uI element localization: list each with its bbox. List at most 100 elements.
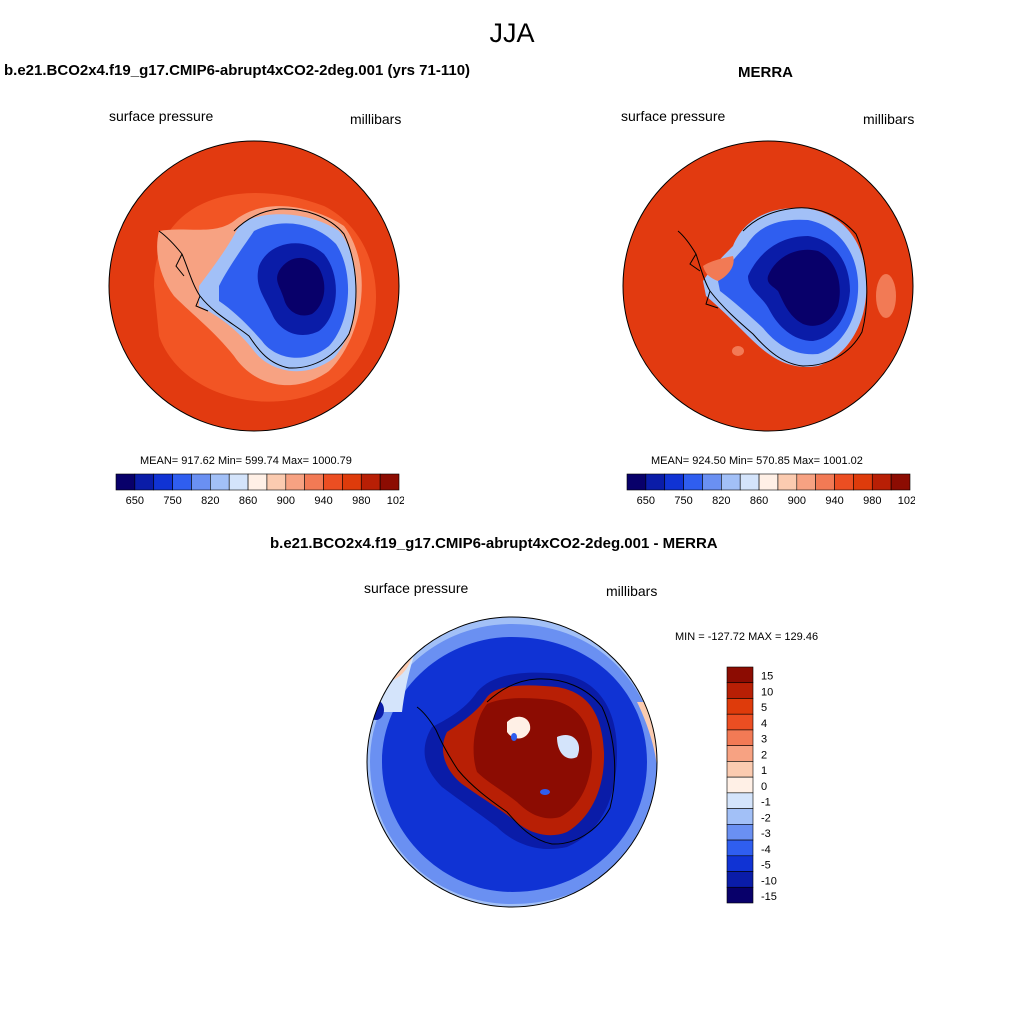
colorbar-swatch	[726, 729, 754, 746]
colorbar-tick-label: 860	[239, 495, 257, 507]
colorbar-tick-label: 3	[761, 734, 767, 746]
colorbar-tick-label: 5	[761, 702, 767, 714]
panel-diff-stats: MIN = -127.72 MAX = 129.46	[675, 631, 819, 643]
colorbar-tick-label: 1	[761, 765, 767, 777]
colorbar-swatch	[645, 473, 666, 491]
colorbar-tick-label: 10	[761, 686, 773, 698]
colorbar-swatch	[726, 698, 754, 715]
coastline	[158, 208, 357, 369]
colorbar-tick-label: 15	[761, 671, 773, 683]
colorbar-swatch	[726, 761, 754, 778]
figure-title: JJA	[489, 18, 535, 48]
west-edge-blob	[368, 700, 384, 720]
colorbar-swatch	[153, 473, 173, 491]
panel-model-units-label: millibars	[350, 111, 402, 127]
colorbar-swatch	[285, 473, 305, 491]
colorbar-swatch	[172, 473, 192, 491]
colorbar-swatch	[726, 871, 754, 888]
colorbar-swatch	[890, 473, 911, 491]
colorbar-swatch	[739, 473, 760, 491]
colorbar-swatch	[726, 666, 754, 684]
colorbar-swatch	[726, 745, 754, 762]
colorbar-tick-label: 940	[314, 495, 332, 507]
ocean-low-patch-small	[732, 346, 744, 356]
colorbar-swatch	[796, 473, 816, 491]
colorbar-tick-label: -15	[761, 891, 777, 903]
interior-light-pocket-1	[507, 716, 531, 739]
colorbar-tick-label: 940	[825, 495, 843, 507]
colorbar-swatch	[702, 473, 722, 491]
colorbar-tick-label: 4	[761, 718, 767, 730]
panel-diff-units-label: millibars	[606, 583, 658, 599]
coastline	[416, 678, 616, 845]
colorbar-tick-label: -1	[761, 797, 771, 809]
colorbar-swatch	[664, 473, 684, 491]
colorbar-swatch	[247, 473, 268, 491]
colorbar-swatch	[777, 473, 798, 491]
colorbar-tick-label: 1020	[387, 495, 404, 507]
peninsula-positive	[703, 256, 734, 281]
interior-light-pocket-2	[557, 734, 580, 759]
colorbar-tick-label: 980	[863, 495, 881, 507]
merra-polar-map	[622, 140, 914, 432]
panel-diff-variable-label: surface pressure	[364, 580, 469, 596]
interior-negative-spot	[540, 789, 550, 795]
colorbar-tick-label: 820	[712, 495, 730, 507]
colorbar-swatch	[871, 473, 892, 491]
colorbar-swatch	[726, 824, 754, 841]
colorbar-tick-label: -10	[761, 875, 777, 887]
panel-merra-stats: MEAN= 924.50 Min= 570.85 Max= 1001.02	[651, 455, 863, 467]
interior-negative-spot-2	[511, 733, 517, 741]
colorbar-swatch	[726, 808, 754, 825]
ice-sheet-core	[767, 249, 840, 326]
colorbar-swatch	[228, 473, 249, 491]
panel-model-title: b.e21.BCO2x4.f19_g17.CMIP6-abrupt4xCO2-2…	[4, 62, 471, 79]
model-colorbar: 650 750 820 860 900 940 980 1020	[115, 473, 404, 507]
colorbar-swatch	[815, 473, 835, 491]
colorbar-swatch	[726, 839, 754, 857]
colorbar-swatch	[758, 473, 779, 491]
colorbar-swatch	[726, 682, 754, 699]
colorbar-swatch	[726, 713, 754, 731]
colorbar-swatch	[726, 776, 754, 794]
colorbar-swatch	[342, 473, 362, 491]
colorbar-tick-label: 0	[761, 781, 767, 793]
colorbar-tick-label: -4	[761, 844, 771, 856]
colorbar-tick-label: 650	[637, 495, 655, 507]
colorbar-swatch	[115, 473, 136, 491]
panel-diff-title: b.e21.BCO2x4.f19_g17.CMIP6-abrupt4xCO2-2…	[270, 535, 718, 552]
colorbar-swatch	[210, 473, 230, 491]
colorbar-swatch	[721, 473, 741, 491]
difference-polar-map	[366, 616, 658, 908]
coastline	[677, 207, 868, 367]
ocean-low-patch	[876, 274, 896, 318]
model-polar-map	[108, 140, 400, 432]
colorbar-swatch	[266, 473, 287, 491]
colorbar-swatch	[853, 473, 873, 491]
colorbar-swatch	[304, 473, 324, 491]
colorbar-tick-label: 1020	[898, 495, 915, 507]
ice-sheet-core	[277, 257, 325, 316]
colorbar-swatch	[834, 473, 854, 491]
colorbar-tick-label: 900	[277, 495, 295, 507]
colorbar-swatch	[191, 473, 211, 491]
colorbar-tick-label: 900	[788, 495, 806, 507]
colorbar-tick-label: 650	[126, 495, 144, 507]
panel-merra-units-label: millibars	[863, 111, 915, 127]
colorbar-swatch	[726, 855, 754, 872]
colorbar-tick-label: -2	[761, 812, 771, 824]
colorbar-swatch	[360, 473, 381, 491]
panel-merra-title: MERRA	[738, 64, 793, 81]
colorbar-swatch	[379, 473, 400, 491]
colorbar-swatch	[683, 473, 703, 491]
panel-merra-variable-label: surface pressure	[621, 108, 726, 124]
continent-strong-positive	[473, 698, 592, 819]
panel-model-variable-label: surface pressure	[109, 108, 214, 124]
merra-colorbar: 650 750 820 860 900 940 980 1020	[626, 473, 915, 507]
panel-model-stats: MEAN= 917.62 Min= 599.74 Max= 1000.79	[140, 455, 352, 467]
colorbar-tick-label: -3	[761, 828, 771, 840]
colorbar-swatch	[726, 886, 754, 904]
colorbar-swatch	[726, 792, 754, 809]
colorbar-tick-label: 980	[352, 495, 370, 507]
